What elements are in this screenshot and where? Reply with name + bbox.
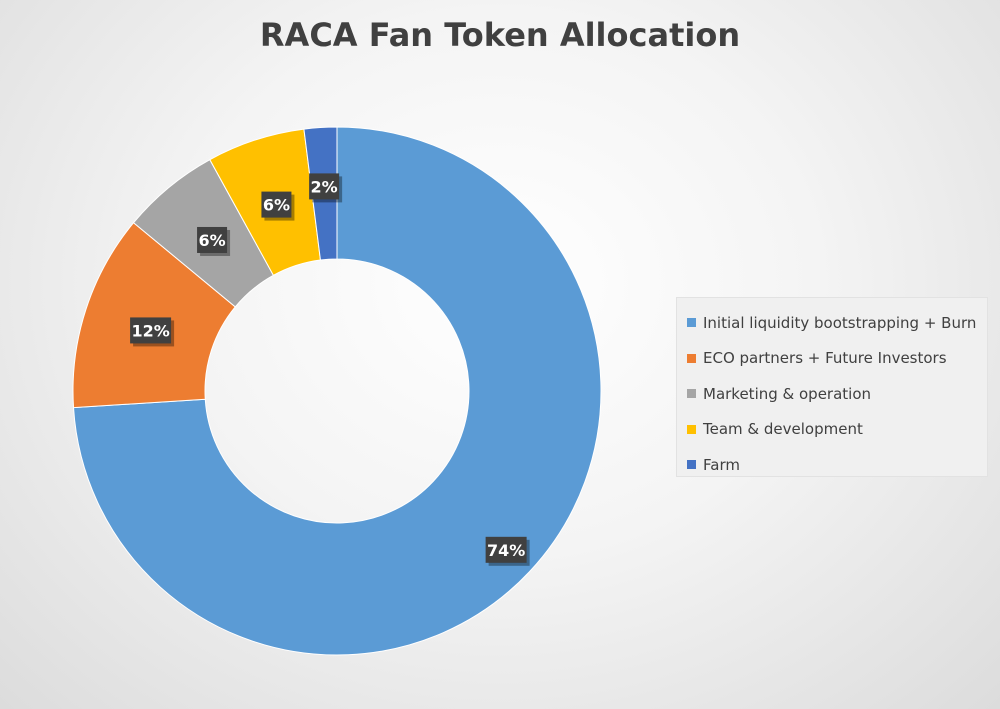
legend-swatch [687, 389, 696, 399]
legend-swatch [687, 353, 696, 363]
legend-swatch [687, 460, 696, 470]
data-label: 6% [261, 191, 295, 221]
data-label: 6% [197, 226, 231, 256]
legend-label: Farm [703, 455, 740, 474]
data-label-text: 2% [311, 177, 338, 196]
legend: Initial liquidity bootstrapping + Burn E… [676, 297, 988, 477]
legend-label: ECO partners + Future Investors [703, 349, 947, 368]
data-label: 74% [485, 536, 530, 566]
legend-label: Initial liquidity bootstrapping + Burn [703, 313, 977, 332]
data-label-text: 74% [487, 541, 525, 560]
legend-item: ECO partners + Future Investors [687, 341, 987, 377]
legend-item: Initial liquidity bootstrapping + Burn [687, 305, 987, 341]
legend-label: Team & development [703, 420, 863, 439]
chart-title: RACA Fan Token Allocation [259, 16, 741, 54]
data-label-text: 12% [131, 321, 169, 340]
legend-swatch [687, 424, 696, 434]
data-label-text: 6% [198, 231, 225, 250]
data-label: 12% [130, 317, 175, 347]
data-label: 2% [309, 173, 343, 203]
data-label-text: 6% [263, 196, 290, 215]
donut-slice [72, 126, 602, 656]
legend-label: Marketing & operation [703, 384, 872, 403]
legend-item: Team & development [687, 412, 987, 448]
legend-item: Marketing & operation [687, 376, 987, 412]
legend-item: Farm [687, 447, 987, 483]
legend-swatch [687, 318, 696, 328]
